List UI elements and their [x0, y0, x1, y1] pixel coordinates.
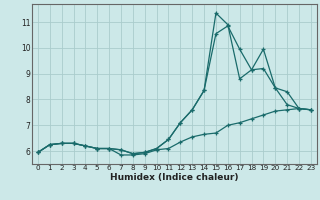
X-axis label: Humidex (Indice chaleur): Humidex (Indice chaleur): [110, 173, 239, 182]
